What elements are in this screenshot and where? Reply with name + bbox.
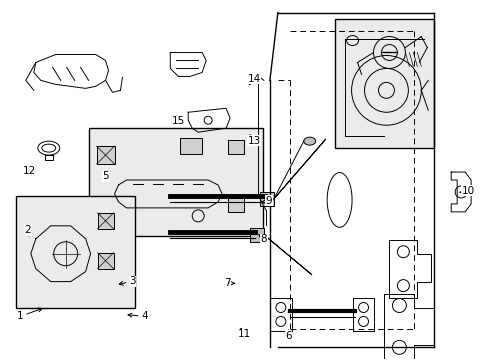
Text: 1: 1 — [17, 308, 42, 321]
Text: 12: 12 — [22, 166, 36, 176]
Text: 9: 9 — [261, 196, 272, 206]
Text: 6: 6 — [285, 330, 291, 341]
Text: 15: 15 — [172, 115, 185, 126]
Text: 7: 7 — [224, 278, 234, 288]
Text: 14: 14 — [247, 74, 260, 85]
Text: 8: 8 — [259, 234, 267, 244]
Text: 3: 3 — [119, 276, 136, 286]
Bar — [180, 138, 202, 154]
Bar — [16, 196, 135, 307]
Bar — [98, 213, 113, 229]
Text: 5: 5 — [102, 171, 109, 181]
Text: 10: 10 — [459, 186, 474, 196]
Bar — [260, 192, 273, 206]
Bar — [227, 140, 244, 154]
Text: 13: 13 — [247, 135, 260, 145]
Ellipse shape — [303, 137, 315, 145]
Text: 2: 2 — [24, 225, 31, 236]
Bar — [88, 128, 263, 236]
Text: 11: 11 — [237, 328, 251, 339]
Bar — [334, 19, 433, 148]
Bar — [227, 198, 244, 212]
Bar — [249, 228, 264, 242]
Bar — [96, 146, 114, 164]
Bar — [98, 253, 113, 269]
Text: 4: 4 — [128, 311, 148, 321]
